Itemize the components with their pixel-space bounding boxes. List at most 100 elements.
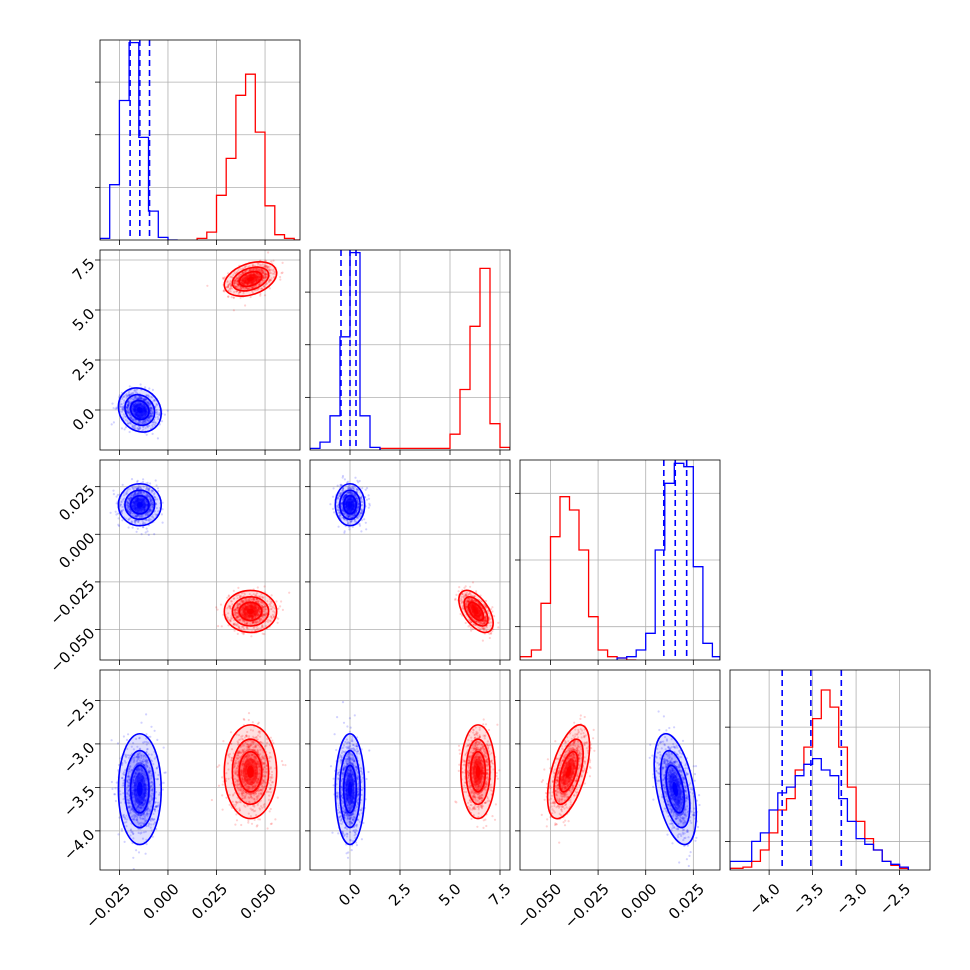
- scatter-panel-p0-p1-blue-contour-1: [124, 393, 156, 427]
- scatter-panel-p0-p2-blue-contour-2: [129, 494, 150, 515]
- xtick-label-p2-0: −0.050: [513, 880, 565, 932]
- scatter-panel-p0-p1-blue-core: [137, 407, 143, 413]
- xtick-label-p1-1: 2.5: [385, 880, 415, 910]
- hist-panel-p0-content: [100, 40, 300, 240]
- scatter-panel-p1-p3-blue-contour-0: [334, 732, 366, 846]
- scatter-panel-p0-p2-red-core: [247, 608, 254, 615]
- scatter-panel-p1-p3-red-core: [475, 765, 481, 778]
- scatter-panel-p2-p3-red-core: [565, 765, 572, 778]
- hist-panel-p1-frame: [309, 249, 511, 451]
- scatter-panel-p2-p3-red-contour-2: [558, 750, 579, 793]
- scatter-panel-p0-p2-content: [100, 460, 300, 660]
- scatter-panel-p0-p1-red-core: [247, 276, 254, 282]
- scatter-panel-p1-p3-blue-contour-1: [339, 749, 362, 829]
- scatter-panel-p0-p2-red-contour-2: [238, 601, 263, 622]
- hist-panel-p1-hist-blue: [310, 251, 381, 450]
- scatter-panel-p2-p3-frame: [519, 669, 721, 871]
- scatter-panel-p0-p2-blue-contour-1: [124, 489, 156, 521]
- scatter-panel-p1-p3-content: [310, 670, 510, 870]
- ytick-label-p3-1: −3.5: [60, 782, 98, 820]
- hist-panel-p2-hist-blue: [616, 462, 720, 660]
- scatter-panel-p2-p3-blue-contour-2: [665, 764, 686, 814]
- scatter-panel-p0-p1-content: [100, 250, 300, 450]
- scatter-panel-p1-p2-frame: [309, 459, 511, 661]
- hist-panel-p2: [515, 459, 721, 665]
- ytick-label-p2-3: 0.025: [55, 481, 98, 524]
- scatter-panel-p0-p3-content: [100, 670, 300, 870]
- scatter-panel-p1-p3: 0.0 2.5 5.0 7.5: [305, 669, 515, 910]
- hist-panel-p1: [305, 249, 511, 455]
- scatter-panel-p1-p3-blue-core: [348, 781, 352, 797]
- scatter-panel-p0-p1-frame: [99, 249, 301, 451]
- xtick-label-p1-3: 7.5: [485, 880, 515, 910]
- scatter-panel-p2-p3-blue-core: [672, 781, 678, 797]
- ytick-label-p3-3: −2.5: [60, 695, 98, 733]
- hist-panel-p3-content: [730, 670, 930, 870]
- scatter-panel-p1-p3-frame: [309, 669, 511, 871]
- xtick-label-p0-2: 0.025: [188, 880, 231, 923]
- scatter-panel-p2-p3-red-contour-0: [546, 724, 591, 820]
- scatter-panel-p2-p3: −0.050−0.025 0.000 0.025: [513, 669, 721, 932]
- xtick-label-p1-0: 0.0: [335, 880, 365, 910]
- xtick-label-p0-1: 0.000: [140, 880, 183, 923]
- scatter-panel-p0-p2-red-contour-0: [223, 589, 278, 634]
- scatter-panel-p0-p1-red-contour-1: [231, 266, 270, 292]
- xtick-label-p0-0: −0.025: [82, 880, 134, 932]
- scatter-panel-p0-p2: −0.050−0.025 0.000 0.025: [46, 459, 301, 676]
- scatter-panel-p0-p1-blue-contour-0: [117, 387, 163, 433]
- scatter-panel-p2-p3-red-contour-1: [553, 738, 584, 806]
- xtick-label-p2-2: 0.000: [617, 880, 660, 923]
- scatter-panel-p0-p3-red-core: [247, 765, 254, 778]
- hist-panel-p0: [95, 39, 301, 245]
- hist-panel-p2-content: [520, 460, 720, 660]
- hist-panel-p0-hist-blue: [100, 41, 178, 240]
- scatter-panel-p0-p3-blue-core: [137, 781, 143, 797]
- ytick-label-p2-1: −0.025: [46, 577, 98, 629]
- scatter-panel-p1-p2-content: [310, 460, 510, 660]
- scatter-panel-p2-p3-blue-contour-0: [653, 732, 698, 846]
- scatter-panel-p0-p2-frame: [99, 459, 301, 661]
- scatter-panel-p0-p3-blue-contour-1: [124, 749, 156, 829]
- scatter-panel-p0-p1-red-contour-2: [238, 270, 263, 288]
- scatter-panel-p0-p1: 0.0 2.5 5.0 7.5: [69, 249, 301, 455]
- ytick-label-p1-0: 0.0: [69, 405, 99, 435]
- hist-panel-p3-frame: [729, 669, 931, 871]
- scatter-panel-p1-p2-blue-contour-2: [342, 494, 358, 515]
- ytick-label-p3-0: −4.0: [60, 826, 98, 864]
- xtick-label-p2-1: −0.025: [561, 880, 613, 932]
- scatter-panel-p1-p2-red-contour-1: [463, 596, 489, 627]
- hist-panel-p3-hist-blue: [730, 757, 909, 870]
- hist-panel-p2-hist-red: [520, 496, 637, 660]
- scatter-panel-p1-p2-red-contour-2: [467, 601, 485, 622]
- scatter-panel-p0-p3-frame: [99, 669, 301, 871]
- scatter-panel-p1-p3-red-contour-1: [465, 738, 491, 806]
- ytick-label-p3-2: −3.0: [60, 739, 98, 777]
- hist-panel-p2-frame: [519, 459, 721, 661]
- hist-panel-p0-hist-red: [196, 73, 300, 240]
- scatter-panel-p1-p3-blue-contour-2: [342, 764, 358, 814]
- scatter-panel-p0-p1-red-contour-0: [223, 261, 278, 297]
- scatter-panel-p0-p2-red-contour-1: [231, 596, 270, 627]
- xtick-label-p0-3: 0.050: [237, 880, 280, 923]
- scatter-panel-p0-p3-red-contour-2: [238, 750, 263, 793]
- scatter-panel-p0-p3-blue-contour-2: [129, 764, 150, 814]
- scatter-panel-p1-p3-red-contour-0: [460, 724, 496, 820]
- ytick-label-p2-0: −0.050: [46, 624, 98, 676]
- scatter-panel-p1-p2-red-core: [473, 608, 479, 615]
- ytick-label-p1-2: 5.0: [69, 305, 99, 335]
- ytick-label-p2-2: 0.000: [55, 529, 98, 572]
- hist-panel-p3-hist-red: [730, 689, 909, 870]
- xtick-label-p2-3: 0.025: [665, 880, 708, 923]
- scatter-panel-p2-p3-blue-contour-1: [659, 749, 691, 829]
- scatter-panel-p0-p3-red-contour-1: [231, 738, 270, 806]
- scatter-panel-p0-p2-blue-contour-0: [117, 482, 163, 527]
- scatter-panel-p1-p2-blue-contour-0: [334, 482, 366, 527]
- hist-panel-p1-content: [310, 250, 510, 450]
- scatter-panel-p0-p1-blue-contour-2: [129, 399, 150, 421]
- ytick-label-p1-3: 7.5: [69, 255, 99, 285]
- scatter-panel-p1-p2-blue-contour-1: [339, 489, 362, 521]
- xtick-label-p3-0: −4.0: [745, 880, 783, 918]
- scatter-panel-p1-p2-red-contour-0: [458, 589, 494, 634]
- scatter-panel-p0-p3-blue-contour-0: [117, 732, 163, 846]
